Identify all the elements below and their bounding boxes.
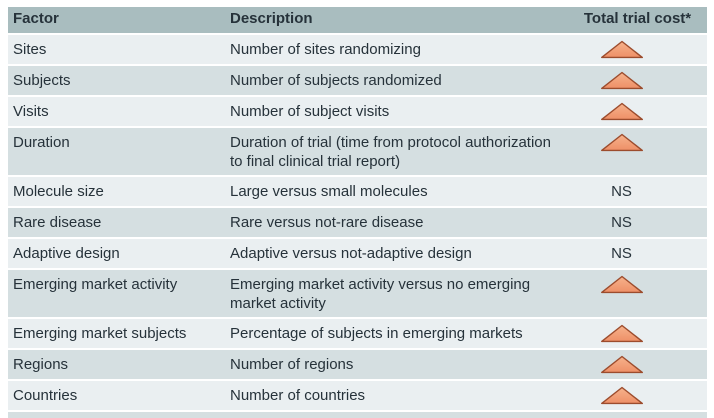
cost-increase-triangle-icon xyxy=(600,102,643,121)
factor-cell: Subjects xyxy=(13,72,71,89)
cost-cell xyxy=(568,35,707,64)
factor-cell: Visits xyxy=(13,103,49,120)
description-cell: Large versus small molecules xyxy=(230,183,428,200)
cost-increase-triangle-icon xyxy=(600,133,643,152)
description-cell: Number of countries xyxy=(230,387,366,404)
description-cell: Emerging market activity versus no emerg… xyxy=(230,276,531,312)
cost-cell xyxy=(568,97,707,126)
table-header-row: Factor Description Total trial cost* xyxy=(8,7,707,33)
cost-increase-triangle-icon xyxy=(600,40,643,59)
table-row-sites: Sites Number of sites randomizing xyxy=(8,35,707,64)
cost-cell xyxy=(568,66,707,95)
column-header-total-trial-cost: Total trial cost* xyxy=(583,9,692,27)
cost-cell: NS xyxy=(568,208,707,237)
cost-ns-label: NS xyxy=(611,245,632,262)
table-row-rare-disease: Rare disease Rare versus not-rare diseas… xyxy=(8,208,707,237)
cost-increase-triangle-icon xyxy=(600,355,643,374)
table-row-molecule-size: Molecule size Large versus small molecul… xyxy=(8,177,707,206)
description-cell: Number of regions xyxy=(230,356,354,373)
column-header-factor: Factor xyxy=(13,9,59,27)
description-cell: Number of subjects randomized xyxy=(230,72,442,89)
cost-ns-label: NS xyxy=(611,183,632,200)
table-row-visits: Visits Number of subject visits xyxy=(8,97,707,126)
description-cell: Rare versus not-rare disease xyxy=(230,214,424,231)
factor-cell: Sites xyxy=(13,41,47,58)
description-cell: Adaptive versus not-adaptive design xyxy=(230,245,472,262)
factor-cell: Regions xyxy=(13,356,69,373)
factor-cell: Rare disease xyxy=(13,214,102,231)
factor-cell: Molecule size xyxy=(13,183,104,200)
table-row-emerging-market-activity: Emerging market activity Emerging market… xyxy=(8,270,707,317)
table-row-regions: Regions Number of regions xyxy=(8,350,707,379)
table-row-adaptive-design: Adaptive design Adaptive versus not-adap… xyxy=(8,239,707,268)
cost-cell xyxy=(568,381,707,410)
cost-cell: NS xyxy=(568,177,707,206)
cost-increase-triangle-icon xyxy=(600,324,643,343)
cost-increase-triangle-icon xyxy=(600,71,643,90)
column-header-description: Description xyxy=(230,9,313,27)
table-row-subjects: Subjects Number of subjects randomized xyxy=(8,66,707,95)
description-cell: Number of sites randomizing xyxy=(230,41,421,58)
table-bottom-rule xyxy=(8,412,707,418)
table-row-emerging-market-subjects: Emerging market subjects Percentage of s… xyxy=(8,319,707,348)
description-cell: Number of subject visits xyxy=(230,103,390,120)
table-body: Sites Number of sites randomizing Subjec… xyxy=(8,35,707,410)
table-row-countries: Countries Number of countries xyxy=(8,381,707,410)
cost-cell xyxy=(568,350,707,379)
cost-cell xyxy=(568,319,707,348)
cost-cell: NS xyxy=(568,239,707,268)
table-row-duration: Duration Duration of trial (time from pr… xyxy=(8,128,707,175)
factor-cell: Emerging market activity xyxy=(13,276,178,293)
factor-cell: Adaptive design xyxy=(13,245,120,262)
cost-ns-label: NS xyxy=(611,214,632,231)
description-cell: Percentage of subjects in emerging marke… xyxy=(230,325,523,342)
factor-cell: Countries xyxy=(13,387,78,404)
factor-cell: Emerging market subjects xyxy=(13,325,187,342)
factor-cell: Duration xyxy=(13,134,70,151)
cost-cell xyxy=(568,270,707,317)
cost-increase-triangle-icon xyxy=(600,386,643,405)
description-cell: Duration of trial (time from protocol au… xyxy=(230,134,551,170)
trial-cost-factors-table: Factor Description Total trial cost* Sit… xyxy=(8,7,707,418)
cost-cell xyxy=(568,128,707,175)
cost-increase-triangle-icon xyxy=(600,275,643,294)
